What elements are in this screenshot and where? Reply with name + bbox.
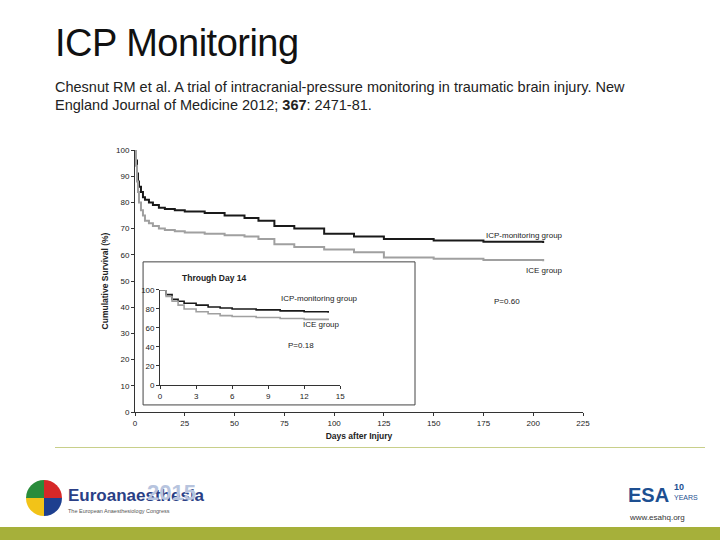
svg-text:225: 225	[576, 419, 590, 428]
svg-text:0: 0	[125, 408, 130, 417]
svg-text:0: 0	[150, 381, 155, 390]
svg-text:40: 40	[120, 303, 129, 312]
svg-text:40: 40	[146, 343, 155, 352]
svg-text:Through Day 14: Through Day 14	[182, 273, 247, 283]
svg-text:75: 75	[280, 419, 289, 428]
svg-text:50: 50	[120, 277, 129, 286]
html-text:2015: 2015	[147, 480, 196, 505]
html-text:ESA: ESA	[628, 484, 670, 506]
html-text:10: 10	[674, 482, 684, 492]
html-text:Euroanaesthesia: Euroanaesthesia	[68, 486, 205, 505]
html-text:The European Anaesthesiology C: The European Anaesthesiology Congress	[68, 508, 170, 514]
svg-text:ICP-monitoring group: ICP-monitoring group	[486, 231, 563, 240]
svg-text:25: 25	[180, 419, 189, 428]
svg-text:80: 80	[146, 305, 155, 314]
html-text:YEARS: YEARS	[674, 494, 698, 501]
svg-text:3: 3	[194, 392, 199, 401]
svg-text:Cumulative Survival (%): Cumulative Survival (%)	[100, 232, 110, 329]
svg-text:0: 0	[158, 392, 163, 401]
svg-text:ICE group: ICE group	[303, 320, 340, 329]
html-text:ICP Monitoring: ICP Monitoring	[55, 22, 299, 64]
html-text:Chesnut RM et al. A trial of i: Chesnut RM et al. A trial of intracrania…	[55, 79, 625, 113]
html-text:www.esahq.org: www.esahq.org	[630, 513, 685, 522]
svg-text:80: 80	[120, 198, 129, 207]
svg-text:15: 15	[336, 392, 345, 401]
svg-text:70: 70	[120, 224, 129, 233]
svg-text:10: 10	[120, 382, 129, 391]
svg-text:60: 60	[120, 251, 129, 260]
svg-text:60: 60	[146, 324, 155, 333]
svg-text:175: 175	[477, 419, 491, 428]
svg-text:20: 20	[120, 355, 129, 364]
svg-text:200: 200	[527, 419, 541, 428]
svg-text:6: 6	[230, 392, 235, 401]
svg-text:ICE group: ICE group	[526, 266, 563, 275]
svg-text:100: 100	[327, 419, 341, 428]
svg-text:Days after Injury: Days after Injury	[326, 431, 393, 441]
svg-text:P=0.60: P=0.60	[494, 297, 520, 306]
svg-text:150: 150	[427, 419, 441, 428]
svg-text:0: 0	[133, 419, 138, 428]
svg-text:12: 12	[300, 392, 309, 401]
svg-text:30: 30	[120, 329, 129, 338]
svg-text:20: 20	[146, 362, 155, 371]
svg-text:125: 125	[377, 419, 391, 428]
svg-text:50: 50	[230, 419, 239, 428]
svg-text:ICP-monitoring group: ICP-monitoring group	[281, 294, 358, 303]
svg-text:90: 90	[120, 172, 129, 181]
svg-text:9: 9	[266, 392, 271, 401]
svg-text:100: 100	[116, 146, 130, 155]
svg-text:100: 100	[141, 286, 155, 295]
svg-text:P=0.18: P=0.18	[288, 341, 314, 350]
